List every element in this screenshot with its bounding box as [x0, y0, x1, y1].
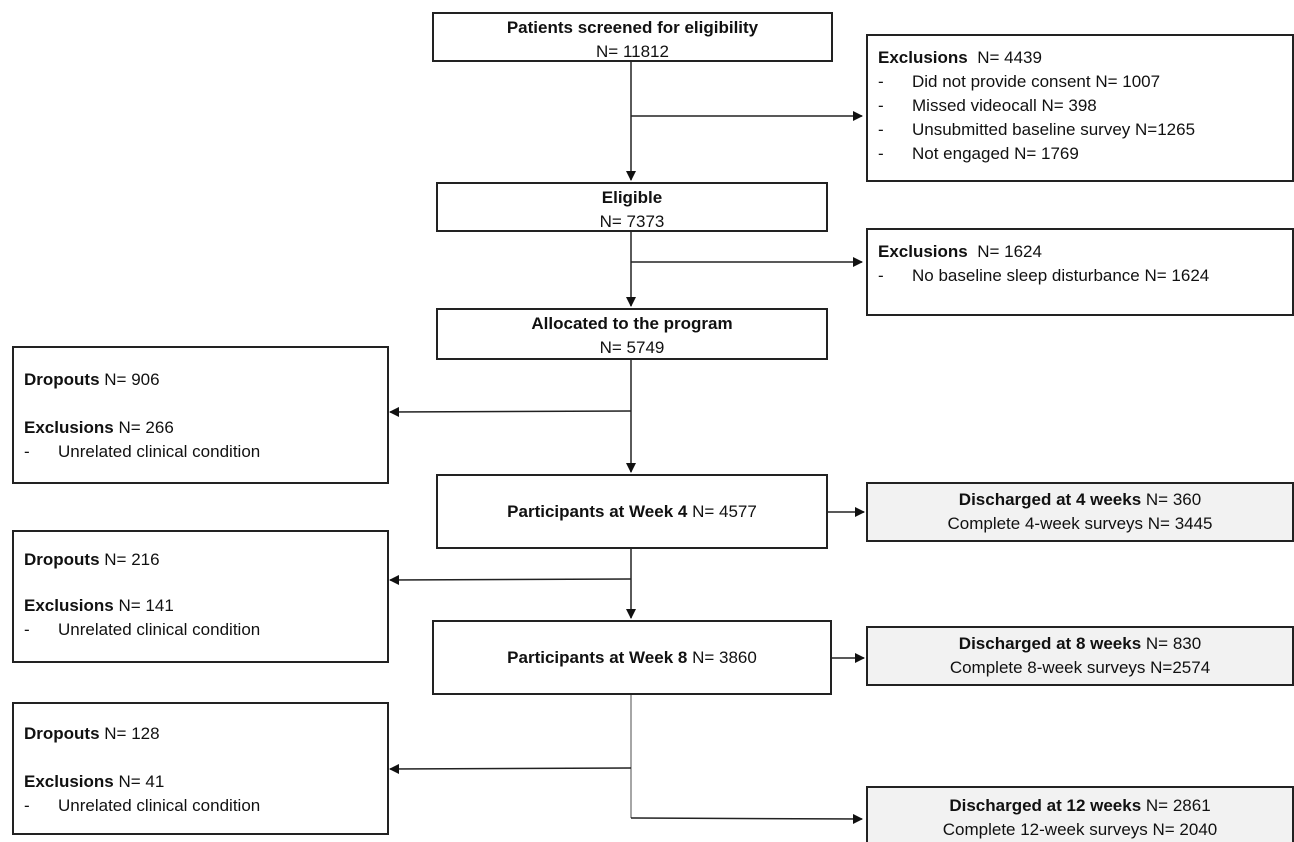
exclusions1-title: Exclusions [878, 48, 968, 67]
discharged12-surveys: Complete 12-week surveys N= 2040 [942, 820, 1218, 839]
screened-title: Patients screened for eligibility [506, 18, 759, 37]
list-dash: - [24, 796, 30, 815]
exclusions2-item: - No baseline sleep disturbance N= 1624 [878, 264, 1292, 288]
connector-to-dropouts3 [389, 763, 632, 774]
allocated-box: Allocated to the program N= 5749 [436, 308, 828, 360]
dropouts2-header: Dropouts N= 216 [24, 550, 160, 569]
list-dash: - [24, 620, 30, 639]
dropouts2-item: - Unrelated clinical condition [24, 618, 387, 642]
dropouts1-item: - Unrelated clinical condition [24, 440, 387, 464]
week4-box: Participants at Week 4 N= 4577 [436, 474, 828, 549]
week8-count: N= 3860 [692, 647, 757, 667]
discharged4-surveys: Complete 4-week surveys N= 3445 [947, 514, 1213, 533]
dropouts1-exclusions: Exclusions N= 266 [24, 418, 174, 437]
exclusions2-header: Exclusions N= 1624 [878, 240, 1292, 264]
dropouts3-header: Dropouts N= 128 [24, 724, 160, 743]
exclusions1-item: - Missed videocall N= 398 [878, 94, 1292, 118]
list-dash: - [878, 72, 884, 91]
list-dash: - [878, 120, 884, 139]
week4-count: N= 4577 [692, 501, 757, 521]
week8-title: Participants at Week 8 [507, 647, 688, 667]
screened-count: N= 11812 [596, 42, 669, 61]
discharged12-count: N= 2861 [1145, 796, 1211, 815]
week8-box: Participants at Week 8 N= 3860 [432, 620, 832, 695]
discharged12-title: Discharged at 12 weeks [949, 796, 1142, 815]
discharged8-box: Discharged at 8 weeks N= 830 Complete 8-… [866, 626, 1294, 686]
list-dash: - [878, 96, 884, 115]
allocated-title: Allocated to the program [531, 314, 733, 333]
connector-to-discharged12 [630, 813, 863, 824]
dropouts3-box: Dropouts N= 128 Exclusions N= 41 - Unrela… [12, 702, 389, 835]
exclusions1-box: Exclusions N= 4439 - Did not provide cons… [866, 34, 1294, 182]
exclusions1-header: Exclusions N= 4439 [878, 46, 1292, 70]
exclusions1-item: - Unsubmitted baseline survey N=1265 [878, 118, 1292, 142]
allocated-count: N= 5749 [599, 338, 665, 357]
exclusions1-count: N= 4439 [977, 48, 1042, 67]
exclusions1-item: - Did not provide consent N= 1007 [878, 70, 1292, 94]
list-dash: - [878, 144, 884, 163]
dropouts1-header: Dropouts N= 906 [24, 370, 160, 389]
discharged4-count: N= 360 [1145, 490, 1202, 509]
dropouts1-box: Dropouts N= 906 Exclusions N= 266 - Unrel… [12, 346, 389, 484]
discharged4-box: Discharged at 4 weeks N= 360 Complete 4-… [866, 482, 1294, 542]
eligible-title: Eligible [601, 188, 663, 207]
dropouts3-item: - Unrelated clinical condition [24, 794, 387, 818]
exclusions1-item: - Not engaged N= 1769 [878, 142, 1292, 166]
discharged12-box: Discharged at 12 weeks N= 2861 Complete … [866, 786, 1294, 842]
connector-to-dropouts1 [389, 406, 632, 417]
dropouts2-exclusions: Exclusions N= 141 [24, 596, 174, 615]
discharged8-count: N= 830 [1145, 634, 1202, 653]
eligible-count: N= 7373 [599, 212, 665, 231]
list-dash: - [878, 266, 884, 285]
exclusions2-count: N= 1624 [977, 242, 1042, 261]
discharged4-title: Discharged at 4 weeks [958, 490, 1142, 509]
list-dash: - [24, 442, 30, 461]
screened-box: Patients screened for eligibility N= 118… [432, 12, 833, 62]
discharged8-title: Discharged at 8 weeks [958, 634, 1142, 653]
connector-to-dropouts2 [389, 574, 632, 585]
eligible-box: Eligible N= 7373 [436, 182, 828, 232]
exclusions2-title: Exclusions [878, 242, 968, 261]
discharged8-surveys: Complete 8-week surveys N=2574 [949, 658, 1211, 677]
dropouts3-exclusions: Exclusions N= 41 [24, 772, 165, 791]
week4-title: Participants at Week 4 [507, 501, 688, 521]
exclusions2-box: Exclusions N= 1624 - No baseline sleep di… [866, 228, 1294, 316]
dropouts2-box: Dropouts N= 216 Exclusions N= 141 - Unrel… [12, 530, 389, 663]
